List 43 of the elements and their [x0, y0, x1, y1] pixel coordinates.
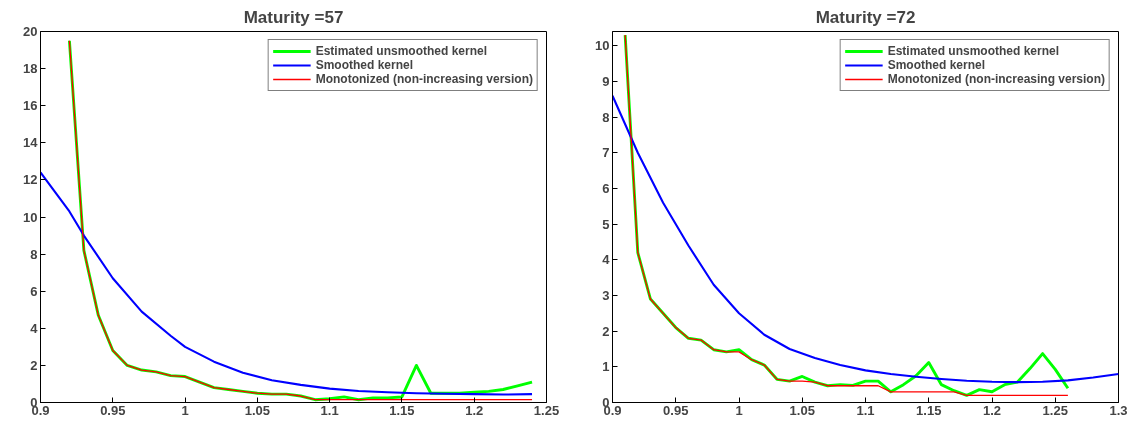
legend-label: Smoothed kernel	[315, 58, 414, 72]
y-tick-label: 14	[23, 135, 39, 151]
x-tick-label: 1.1	[856, 402, 875, 418]
legend-label: Smoothed kernel	[887, 58, 986, 72]
y-tick-label: 9	[602, 73, 610, 89]
y-tick-label: 5	[602, 216, 610, 232]
x-tick-label: 1.15	[389, 402, 415, 418]
x-tick-label: 1	[181, 402, 189, 418]
x-tick-label: 0.95	[663, 402, 689, 418]
x-tick-label: 1.3	[1109, 402, 1128, 418]
y-tick-label: 8	[30, 246, 38, 262]
legend-label: Monotonized (non-increasing version)	[887, 72, 1105, 86]
legend-label: Monotonized (non-increasing version)	[315, 72, 533, 86]
x-tick-label: 1	[735, 402, 743, 418]
x-tick-label: 1.05	[244, 402, 271, 418]
x-tick-label: 0.95	[100, 402, 126, 418]
x-tick-label: 1.2	[465, 402, 484, 418]
y-tick-label: 3	[602, 287, 610, 303]
y-tick-label: 2	[30, 357, 38, 373]
y-tick-label: 20	[23, 24, 38, 39]
x-tick-label: 1.15	[916, 402, 942, 418]
y-tick-label: 4	[602, 252, 611, 268]
x-tick-label: 1.25	[533, 402, 560, 418]
y-tick-label: 10	[23, 209, 38, 225]
y-tick-label: 1	[602, 359, 610, 375]
y-tick-label: 8	[602, 109, 610, 125]
legend-label: Estimated unsmoothed kernel	[315, 44, 488, 58]
x-tick-label: 1.1	[320, 402, 339, 418]
y-tick-label: 2	[602, 323, 610, 339]
y-tick-label: 7	[602, 145, 610, 161]
x-tick-label: 1.05	[789, 402, 815, 418]
y-tick-label: 4	[30, 320, 39, 336]
chart-title: Maturity =57	[243, 7, 344, 27]
x-tick-label: 1.25	[1042, 402, 1068, 418]
chart-title: Maturity =72	[815, 7, 916, 27]
y-tick-label: 16	[23, 98, 38, 114]
y-tick-label: 6	[30, 283, 38, 299]
legend-label: Estimated unsmoothed kernel	[887, 44, 1060, 58]
y-tick-label: 6	[602, 180, 610, 196]
y-tick-label: 10	[595, 38, 610, 54]
y-tick-label: 18	[23, 61, 38, 77]
x-tick-label: 1.2	[982, 402, 1002, 418]
y-tick-label: 12	[23, 172, 38, 188]
